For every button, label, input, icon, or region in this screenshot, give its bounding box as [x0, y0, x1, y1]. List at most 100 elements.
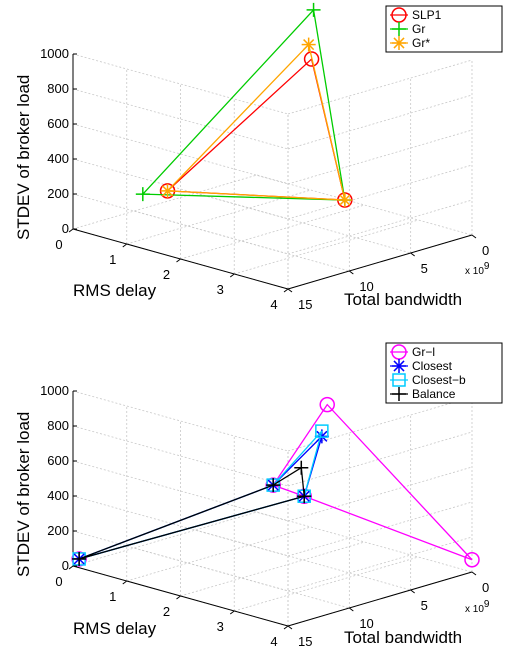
plot-1-xlabel: RMS delay [73, 281, 157, 300]
plot-2: 0 1 2 3 4 0 5 10 15 0 200 400 600 800 1000 STDEV of br… [14, 342, 503, 647]
x-tick-mark [122, 580, 128, 585]
z-tick-label: 800 [47, 81, 69, 96]
x-tick-label: 2 [163, 267, 170, 282]
x-tick-mark [68, 565, 74, 570]
legend-entry-label: Gr* [412, 36, 430, 50]
y-tick-label: 0 [482, 243, 489, 258]
z-tick-label: 200 [47, 186, 69, 201]
y-tick-mark [287, 288, 293, 293]
x-tick-label: 0 [55, 237, 62, 252]
data-point-marker [135, 187, 150, 202]
z-tick-label: 0 [62, 221, 69, 236]
legend-entry-label: Gr [412, 22, 425, 36]
x-tick-mark [176, 258, 181, 263]
data-point-marker [337, 193, 352, 208]
data-point-marker [301, 37, 316, 52]
data-point-marker [306, 2, 321, 17]
plot-1-exponent: x 109 [465, 261, 490, 277]
y-tick-label: 5 [421, 598, 428, 613]
floor-gridline [256, 511, 473, 573]
legend-marker [392, 36, 406, 50]
data-point-marker [303, 51, 320, 67]
legend-marker [392, 373, 406, 387]
wall-gridline [287, 94, 473, 150]
y-tick-label: 15 [298, 297, 312, 312]
y-axis-line [287, 571, 473, 627]
data-point-marker [319, 396, 335, 413]
data-point-marker [266, 478, 281, 493]
y-tick-label: 10 [359, 616, 373, 631]
wall-gridline [72, 53, 289, 115]
legend-marker [392, 387, 406, 401]
wall-gridline [287, 466, 473, 522]
wall-gridline [72, 88, 289, 150]
floor-gridline [256, 174, 473, 236]
legend-entry-label: Closest−b [412, 373, 466, 387]
y-tick-mark [287, 625, 293, 630]
data-point-marker [315, 424, 329, 438]
plot-1-grid [72, 53, 473, 290]
x-tick-mark [283, 288, 289, 293]
plot-2-xlabel: RMS delay [73, 619, 157, 638]
x-tick-label: 2 [163, 604, 170, 619]
legend-entry-label: Closest [412, 359, 453, 373]
z-tick-label: 600 [47, 453, 69, 468]
plot-1: 0 1 2 3 4 0 5 10 15 0 200 400 600 800 1000 STDEV of br… [14, 2, 503, 312]
x-tick-label: 4 [270, 297, 277, 312]
plot-1-ticks: 0 1 2 3 4 0 5 10 15 0 200 400 600 800 1000 [40, 46, 489, 312]
legend-entry-label: Gr−l [412, 345, 435, 359]
wall-gridline [287, 199, 473, 255]
wall-gridline [72, 123, 289, 185]
data-point-marker [297, 489, 312, 504]
z-tick-label: 400 [47, 488, 69, 503]
data-point-marker [464, 552, 480, 568]
y-axis-line [287, 234, 473, 290]
y-tick-mark [349, 607, 354, 612]
y-tick-label: 15 [298, 634, 312, 647]
x-tick-label: 0 [55, 574, 62, 589]
x-tick-label: 3 [217, 282, 224, 297]
y-tick-label: 0 [482, 580, 489, 595]
x-tick-mark [176, 595, 181, 600]
y-tick-label: 10 [359, 279, 373, 294]
z-tick-label: 0 [62, 558, 69, 573]
z-tick-label: 1000 [40, 46, 69, 61]
data-point-marker [72, 551, 87, 566]
y-tick-mark [410, 589, 415, 594]
z-tick-label: 800 [47, 418, 69, 433]
wall-gridline [287, 59, 473, 115]
x-tick-mark [229, 273, 235, 278]
series-line [167, 57, 346, 201]
wall-gridline [72, 390, 289, 452]
wall-gridline [287, 536, 473, 592]
y-tick-mark [471, 571, 477, 576]
wall-gridline [287, 129, 473, 185]
x-tick-label: 3 [217, 619, 224, 634]
series-line [167, 43, 346, 201]
series-line [78, 435, 323, 560]
plot-2-ticks: 0 1 2 3 4 0 5 10 15 0 200 400 600 800 1000 [40, 383, 489, 647]
legend-marker [392, 359, 406, 373]
plot-2-zlabel: STDEV of broker load [14, 412, 33, 577]
x-tick-label: 1 [109, 252, 116, 267]
plot-1-ylabel: Total bandwidth [344, 290, 462, 309]
y-tick-mark [349, 270, 354, 275]
plot-2-exponent: x 109 [465, 599, 490, 615]
wall-gridline [72, 193, 289, 255]
plot-2-series [71, 396, 480, 568]
wall-gridline [72, 460, 289, 522]
x-tick-label: 4 [270, 634, 277, 647]
data-point-marker [294, 460, 309, 475]
plot-2-ylabel: Total bandwidth [344, 628, 462, 647]
legend-entry-label: SLP1 [412, 8, 442, 22]
plot-1-series [135, 2, 353, 208]
wall-gridline [72, 158, 289, 220]
x-tick-mark [283, 625, 289, 630]
wall-gridline [72, 425, 289, 487]
data-point-marker [160, 183, 175, 198]
z-tick-label: 400 [47, 151, 69, 166]
x-tick-label: 1 [109, 589, 116, 604]
wall-gridline [72, 495, 289, 557]
